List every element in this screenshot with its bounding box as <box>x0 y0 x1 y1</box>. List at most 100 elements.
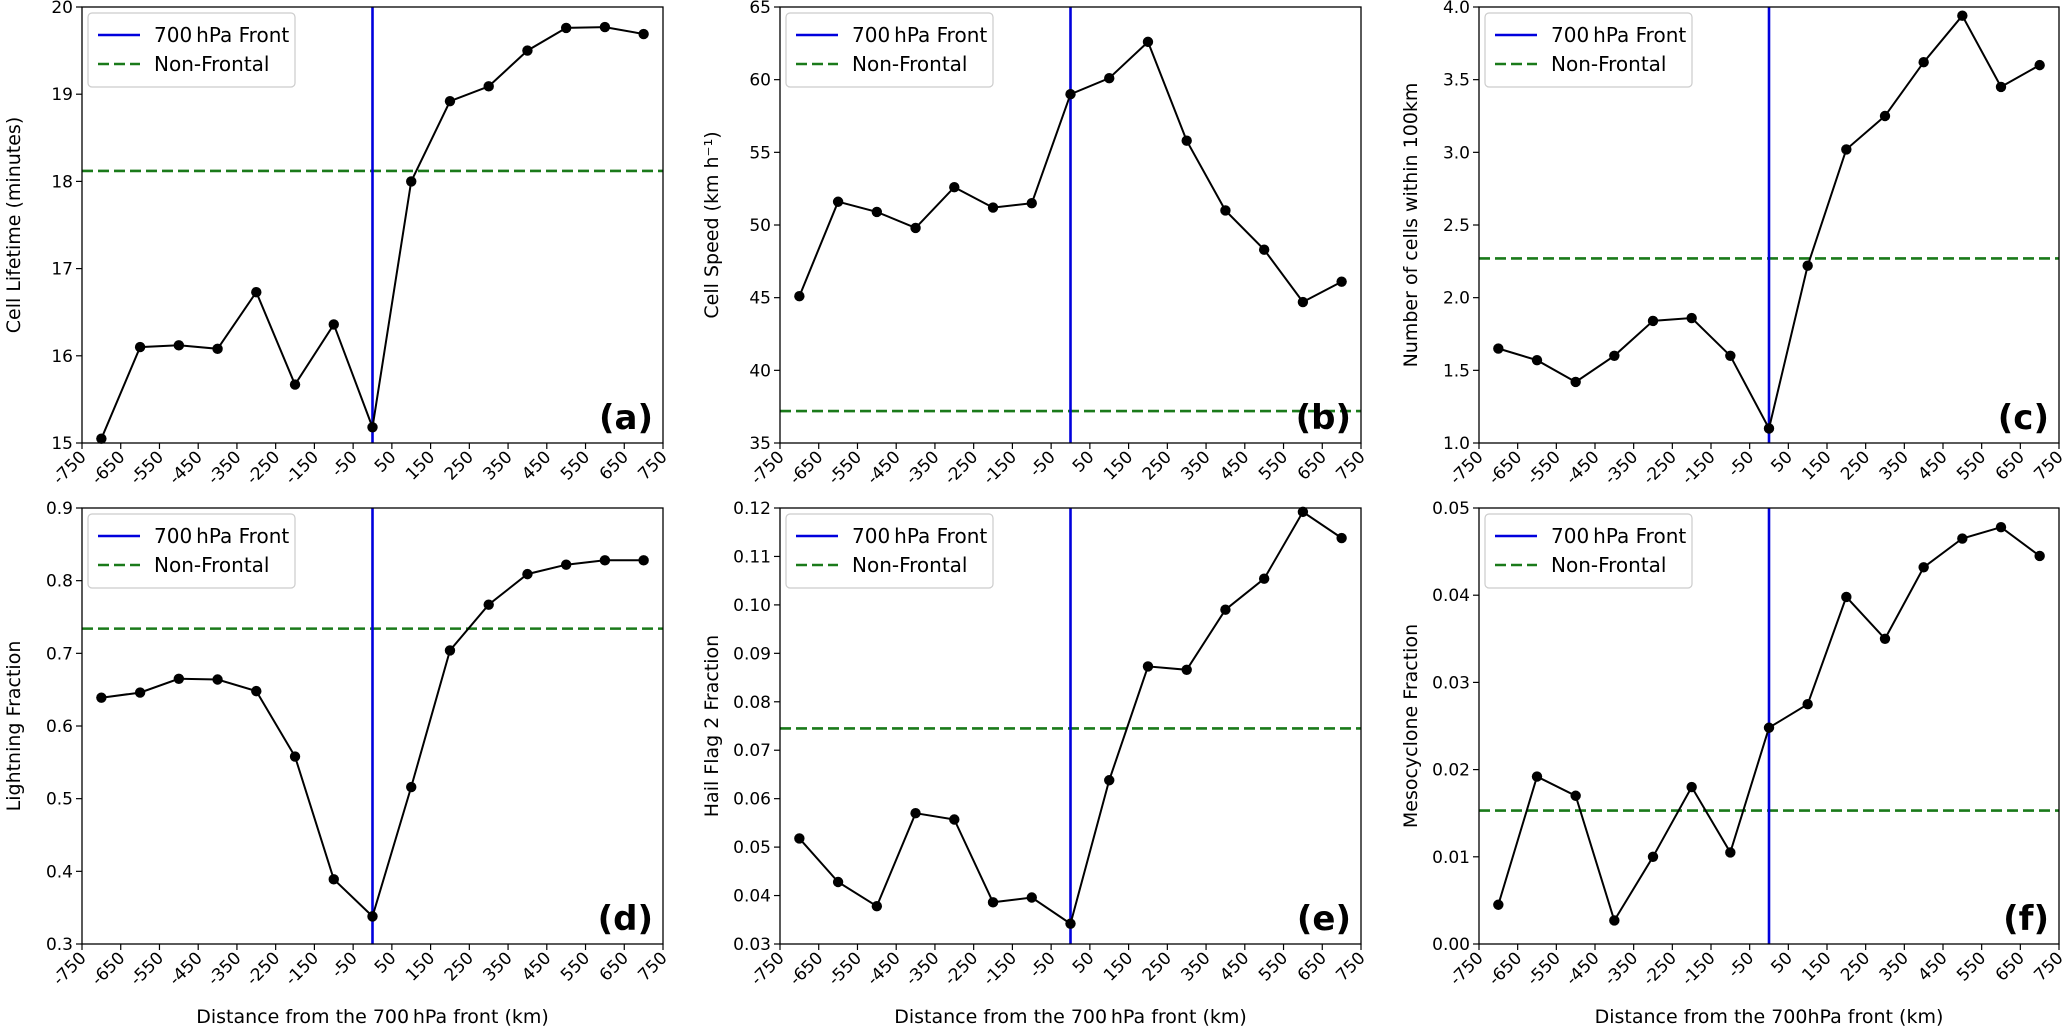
data-point <box>1957 10 1968 21</box>
data-point <box>483 599 494 610</box>
data-point <box>1763 423 1775 434</box>
y-tick-label: 1.0 <box>1443 434 1470 454</box>
x-tick-label: -50 <box>328 948 362 982</box>
x-tick-label: 750 <box>634 948 671 985</box>
x-tick-label: 450 <box>1914 948 1951 985</box>
y-tick-label: 65 <box>749 0 771 18</box>
x-tick-label: 50 <box>1069 948 1098 977</box>
y-tick-label: 0.04 <box>733 887 771 907</box>
legend: 700 hPa Front Non-Frontal <box>87 513 296 589</box>
legend-front-label: 700 hPa Front <box>154 23 289 47</box>
legend-front-label: 700 hPa Front <box>1551 524 1686 548</box>
x-tick-label: -250 <box>1639 447 1680 488</box>
panel-label: (a) <box>599 398 653 438</box>
data-point <box>638 28 649 40</box>
legend-box <box>1484 513 1693 589</box>
x-tick-label: -350 <box>1601 447 1642 488</box>
y-axis-label: Number of cells within 100km <box>1400 83 1422 368</box>
x-tick-label: 650 <box>1294 948 1331 985</box>
y-tick-label: 1.5 <box>1443 361 1470 381</box>
data-point <box>1995 81 2007 93</box>
x-axis-label: Distance from the 700 hPa front (km) <box>894 1006 1247 1028</box>
y-tick-label: 0.9 <box>46 499 73 519</box>
data-point <box>1065 918 1076 929</box>
x-tick-label: 50 <box>1767 447 1796 476</box>
data-point <box>212 674 223 685</box>
x-tick-label: -350 <box>902 447 943 488</box>
x-tick-label: -50 <box>328 447 362 481</box>
data-point <box>134 341 146 353</box>
x-tick-label: 450 <box>1914 447 1951 484</box>
legend: 700 hPa Front Non-Frontal <box>785 12 994 88</box>
panel-b: 35404550556065-750-650-550-450-350-250-1… <box>701 0 1370 489</box>
y-tick-label: 3.5 <box>1443 71 1470 91</box>
x-tick-label: 350 <box>1876 447 1913 484</box>
data-point <box>1841 144 1852 155</box>
x-tick-label: 350 <box>1178 447 1215 484</box>
panel-c: 1.01.52.02.53.03.54.0-750-650-550-450-35… <box>1400 0 2067 489</box>
data-point <box>1493 343 1504 354</box>
panel-label: (d) <box>598 899 653 939</box>
x-tick-label: -150 <box>980 447 1021 488</box>
data-point <box>1802 260 1813 271</box>
data-point <box>1802 699 1813 710</box>
legend-nonfrontal-label: Non-Frontal <box>154 553 270 577</box>
y-tick-label: 0.06 <box>733 790 771 810</box>
y-tick-label: 0.5 <box>46 790 73 810</box>
legend: 700 hPa Front Non-Frontal <box>785 513 994 589</box>
x-axis-label: Distance from the 700 hPa front (km) <box>196 1006 549 1028</box>
y-axis-label: Mesocyclone Fraction <box>1400 624 1422 828</box>
y-tick-label: 50 <box>749 216 771 236</box>
data-point <box>212 343 223 355</box>
data-point <box>173 340 185 351</box>
x-tick-label: -550 <box>825 948 866 989</box>
panel-label: (f) <box>2003 899 2049 939</box>
x-tick-label: -350 <box>1601 948 1642 989</box>
x-tick-label: -50 <box>1026 447 1060 481</box>
data-point <box>251 685 262 697</box>
data-point <box>1531 354 1543 366</box>
x-tick-label: -550 <box>1523 948 1564 989</box>
y-tick-label: 0.03 <box>1432 673 1470 693</box>
legend-front-label: 700 hPa Front <box>1551 23 1686 47</box>
data-point <box>1026 198 1037 209</box>
axes-frame <box>81 6 664 444</box>
y-axis-label: Cell Lifetime (minutes) <box>3 117 25 334</box>
x-tick-label: -50 <box>1026 948 1060 982</box>
data-point <box>871 901 883 912</box>
data-point <box>832 876 844 888</box>
x-tick-label: -250 <box>941 948 982 989</box>
x-tick-label: -150 <box>1678 948 1719 989</box>
panel-d: 0.30.40.50.60.70.80.9-750-650-550-450-35… <box>3 499 672 1028</box>
data-point <box>1918 57 1929 68</box>
x-tick-label: 250 <box>1139 447 1176 484</box>
y-tick-label: 35 <box>749 434 771 454</box>
x-tick-label: 650 <box>1992 948 2029 985</box>
y-tick-label: 40 <box>749 361 771 381</box>
x-tick-label: 450 <box>1216 447 1253 484</box>
x-tick-label: -250 <box>243 948 284 989</box>
legend-front-label: 700 hPa Front <box>852 524 987 548</box>
data-point <box>910 808 921 819</box>
x-tick-label: 250 <box>441 447 478 484</box>
x-tick-label: -550 <box>825 447 866 488</box>
x-tick-label: 750 <box>2030 948 2067 985</box>
y-axis-label: Cell Speed (km h⁻¹) <box>701 131 723 318</box>
x-tick-label: -650 <box>1485 447 1526 488</box>
data-point <box>1297 296 1309 308</box>
data-point <box>1493 899 1504 910</box>
y-tick-label: 0.05 <box>733 838 771 858</box>
x-tick-label: 250 <box>1837 948 1874 985</box>
legend-box <box>87 513 296 589</box>
legend: 700 hPa Front Non-Frontal <box>1484 12 1693 88</box>
x-tick-label: -350 <box>204 948 245 989</box>
x-tick-label: 50 <box>1767 948 1796 977</box>
y-tick-label: 0.03 <box>733 935 771 955</box>
x-tick-label: -450 <box>863 447 904 488</box>
x-tick-label: 50 <box>371 948 400 977</box>
data-point <box>1647 315 1659 327</box>
y-tick-label: 17 <box>51 260 73 280</box>
data-point <box>560 559 572 570</box>
x-tick-label: 550 <box>557 948 594 985</box>
